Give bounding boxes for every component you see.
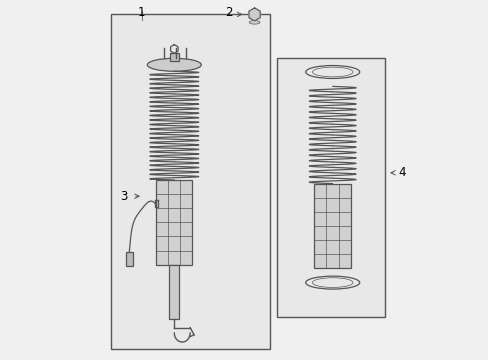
Bar [169, 265, 179, 319]
Text: 2: 2 [225, 6, 232, 19]
Bar [313, 184, 351, 268]
Bar [169, 53, 179, 61]
Bar [276, 58, 384, 317]
Text: 3: 3 [120, 190, 127, 203]
Text: 4: 4 [398, 166, 405, 179]
Bar [156, 180, 192, 265]
Ellipse shape [249, 21, 260, 24]
Text: 1: 1 [138, 6, 145, 19]
Bar [111, 14, 269, 349]
Polygon shape [248, 8, 260, 21]
Bar [126, 252, 132, 266]
Ellipse shape [147, 58, 201, 71]
